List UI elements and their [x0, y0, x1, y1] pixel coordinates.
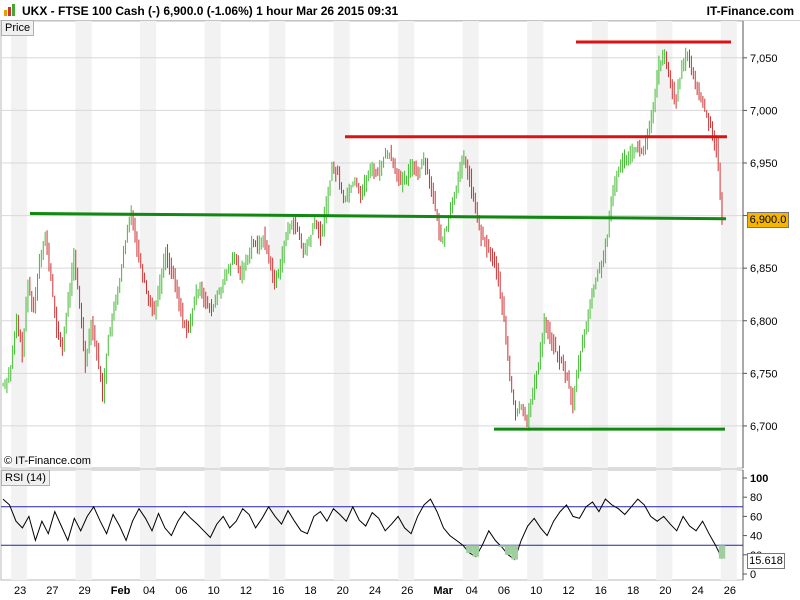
brand-label: IT-Finance.com	[706, 4, 794, 18]
rsi-oversold-fill	[472, 545, 480, 557]
date-stripe	[11, 21, 28, 468]
last-rsi-badge: 15.618	[747, 553, 785, 569]
date-stripe	[656, 21, 673, 468]
x-tick-label: 16	[272, 585, 284, 597]
x-tick-label: 18	[304, 585, 316, 597]
chart-logo-icon	[4, 4, 15, 16]
x-tick-label: 20	[659, 585, 671, 597]
date-stripe	[140, 470, 157, 580]
date-stripe	[269, 470, 286, 580]
price-tick-label: 6,950	[750, 158, 778, 170]
price-tick-label: 6,800	[750, 316, 778, 328]
date-stripe	[75, 21, 92, 468]
x-tick-label: Mar	[433, 585, 453, 597]
date-stripe	[140, 21, 157, 468]
date-stripe	[333, 21, 350, 468]
x-tick-label: 12	[240, 585, 252, 597]
x-tick-label: 24	[691, 585, 703, 597]
date-stripe	[720, 470, 737, 580]
last-price-badge: 6,900.0	[747, 212, 789, 228]
support-line-main	[29, 211, 727, 221]
rsi-oversold-fill	[718, 545, 726, 559]
rsi-tick-label: 60	[750, 511, 762, 523]
instrument-title: UKX - FTSE 100 Cash (-) 6,900.0 (-1.06%)…	[22, 4, 399, 18]
x-tick-label: 18	[627, 585, 639, 597]
x-tick-label: 20	[337, 585, 349, 597]
x-tick-label: 10	[530, 585, 542, 597]
title-bar: UKX - FTSE 100 Cash (-) 6,900.0 (-1.06%)…	[0, 0, 800, 21]
rsi-oversold-fill	[505, 545, 512, 555]
rsi-line	[2, 498, 723, 561]
rsi-panel	[0, 469, 744, 581]
x-tick-label: 26	[401, 585, 413, 597]
date-stripe	[591, 470, 608, 580]
x-tick-label: Feb	[111, 585, 131, 597]
rsi-oversold-fill	[498, 545, 506, 548]
date-stripe	[398, 21, 415, 468]
date-stripe	[462, 470, 479, 580]
x-tick-label: 04	[143, 585, 155, 597]
date-stripe	[204, 470, 221, 580]
price-tick-label: 6,700	[750, 421, 778, 433]
date-stripe	[527, 21, 544, 468]
date-stripe	[527, 470, 544, 580]
date-stripe	[269, 21, 286, 468]
copyright-text: © IT-Finance.com	[4, 455, 91, 467]
x-tick-label: 06	[498, 585, 510, 597]
date-stripe	[398, 470, 415, 580]
price-tick-label: 7,000	[750, 105, 778, 117]
price-tick-label: 7,050	[750, 53, 778, 65]
rsi-panel-label: RSI (14)	[1, 470, 50, 486]
price-panel-label: Price	[1, 20, 35, 36]
x-tick-label: 16	[595, 585, 607, 597]
x-tick-label: 29	[79, 585, 91, 597]
x-tick-label: 06	[175, 585, 187, 597]
x-tick-label: 27	[46, 585, 58, 597]
rsi-oversold-fill	[511, 545, 518, 560]
rsi-tick-label: 40	[750, 531, 762, 543]
date-stripe	[204, 21, 221, 468]
date-stripe	[656, 470, 673, 580]
rsi-oversold-fill	[466, 545, 473, 553]
date-stripe	[462, 21, 479, 468]
rsi-tick-label: 100	[750, 473, 768, 485]
x-tick-label: 12	[562, 585, 574, 597]
price-tick-label: 6,750	[750, 368, 778, 380]
price-tick-label: 6,850	[750, 263, 778, 275]
date-stripe	[720, 21, 737, 468]
x-tick-label: 26	[724, 585, 736, 597]
x-tick-label: 10	[208, 585, 220, 597]
date-stripe	[591, 21, 608, 468]
rsi-tick-label: 80	[750, 492, 762, 504]
x-tick-label: 04	[466, 585, 478, 597]
date-stripe	[333, 470, 350, 580]
price-panel	[0, 20, 744, 469]
rsi-tick-label: 0	[750, 569, 756, 581]
x-tick-label: 23	[14, 585, 26, 597]
x-tick-label: 24	[369, 585, 381, 597]
